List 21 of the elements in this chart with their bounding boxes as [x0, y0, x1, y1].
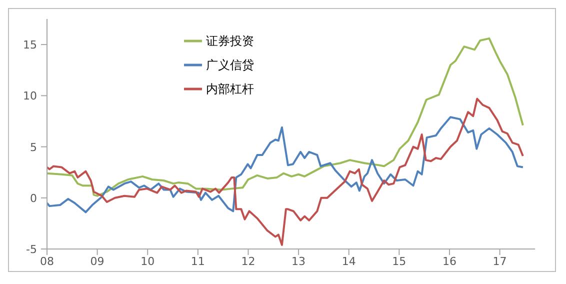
y-tick-label: 15 [23, 38, 37, 52]
x-tick-label: 12 [241, 254, 256, 268]
x-tick-label: 10 [140, 254, 155, 268]
y-tick-label: 0 [30, 192, 37, 205]
y-tick-label: 10 [23, 90, 37, 103]
legend-label: 内部杠杆 [206, 80, 254, 98]
y-tick-label: -5 [26, 243, 37, 256]
line-series [47, 37, 524, 197]
line-series [47, 98, 524, 246]
x-tick-label: 13 [292, 254, 306, 268]
x-tick-label: 15 [392, 254, 406, 268]
x-tick-label: 16 [442, 254, 456, 268]
x-tick-label: 11 [190, 254, 205, 268]
x-tick-label: 14 [342, 254, 356, 268]
x-tick-label: 08 [40, 254, 54, 268]
x-tick-label: 17 [492, 254, 507, 268]
x-tick-label: 09 [90, 254, 104, 268]
legend-label: 证券投资 [206, 32, 254, 50]
line-series [47, 116, 524, 214]
y-tick-label: 5 [30, 140, 37, 154]
legend-label: 广义信贷 [206, 56, 254, 74]
